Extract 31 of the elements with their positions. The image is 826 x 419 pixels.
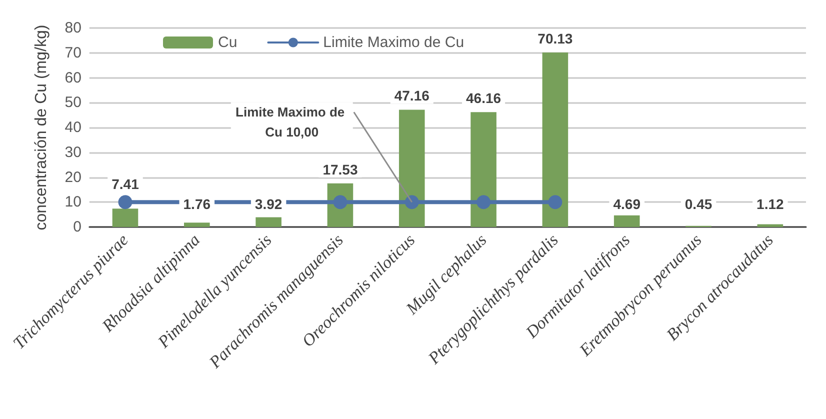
y-tick-label: 60	[64, 69, 82, 86]
bar	[614, 215, 640, 227]
data-label: 46.16	[466, 90, 502, 106]
y-tick-label: 10	[64, 194, 82, 211]
bar	[184, 222, 210, 227]
data-label: 3.92	[254, 196, 282, 212]
y-tick-label: 70	[64, 44, 82, 62]
data-label: 7.41	[112, 176, 140, 192]
data-label: 0.45	[684, 196, 712, 212]
y-tick-label: 0	[73, 218, 82, 236]
y-tick-label: 50	[64, 94, 82, 112]
data-label: 4.69	[613, 196, 641, 212]
y-tick-label: 80	[64, 20, 82, 36]
data-label: 17.53	[322, 161, 358, 178]
data-label: 1.12	[756, 196, 784, 212]
bar	[470, 112, 496, 227]
bar	[256, 217, 282, 227]
bar	[542, 52, 568, 227]
legend-label: Limite Maximo de Cu	[323, 34, 464, 51]
data-label: 47.16	[394, 88, 430, 104]
y-tick-label: 30	[64, 144, 82, 161]
y-tick-label: 20	[64, 168, 82, 186]
y-tick-label: 40	[64, 119, 82, 136]
y-axis-title: concentración de Cu (mg/kg)	[32, 24, 50, 230]
data-label: 1.76	[183, 196, 211, 212]
annotation: Limite Maximo de Cu 10,00	[236, 104, 348, 140]
data-label: 70.13	[538, 30, 573, 47]
bar	[398, 110, 425, 227]
bar	[112, 208, 138, 227]
legend-label: Cu	[218, 34, 238, 51]
bar	[757, 224, 784, 227]
